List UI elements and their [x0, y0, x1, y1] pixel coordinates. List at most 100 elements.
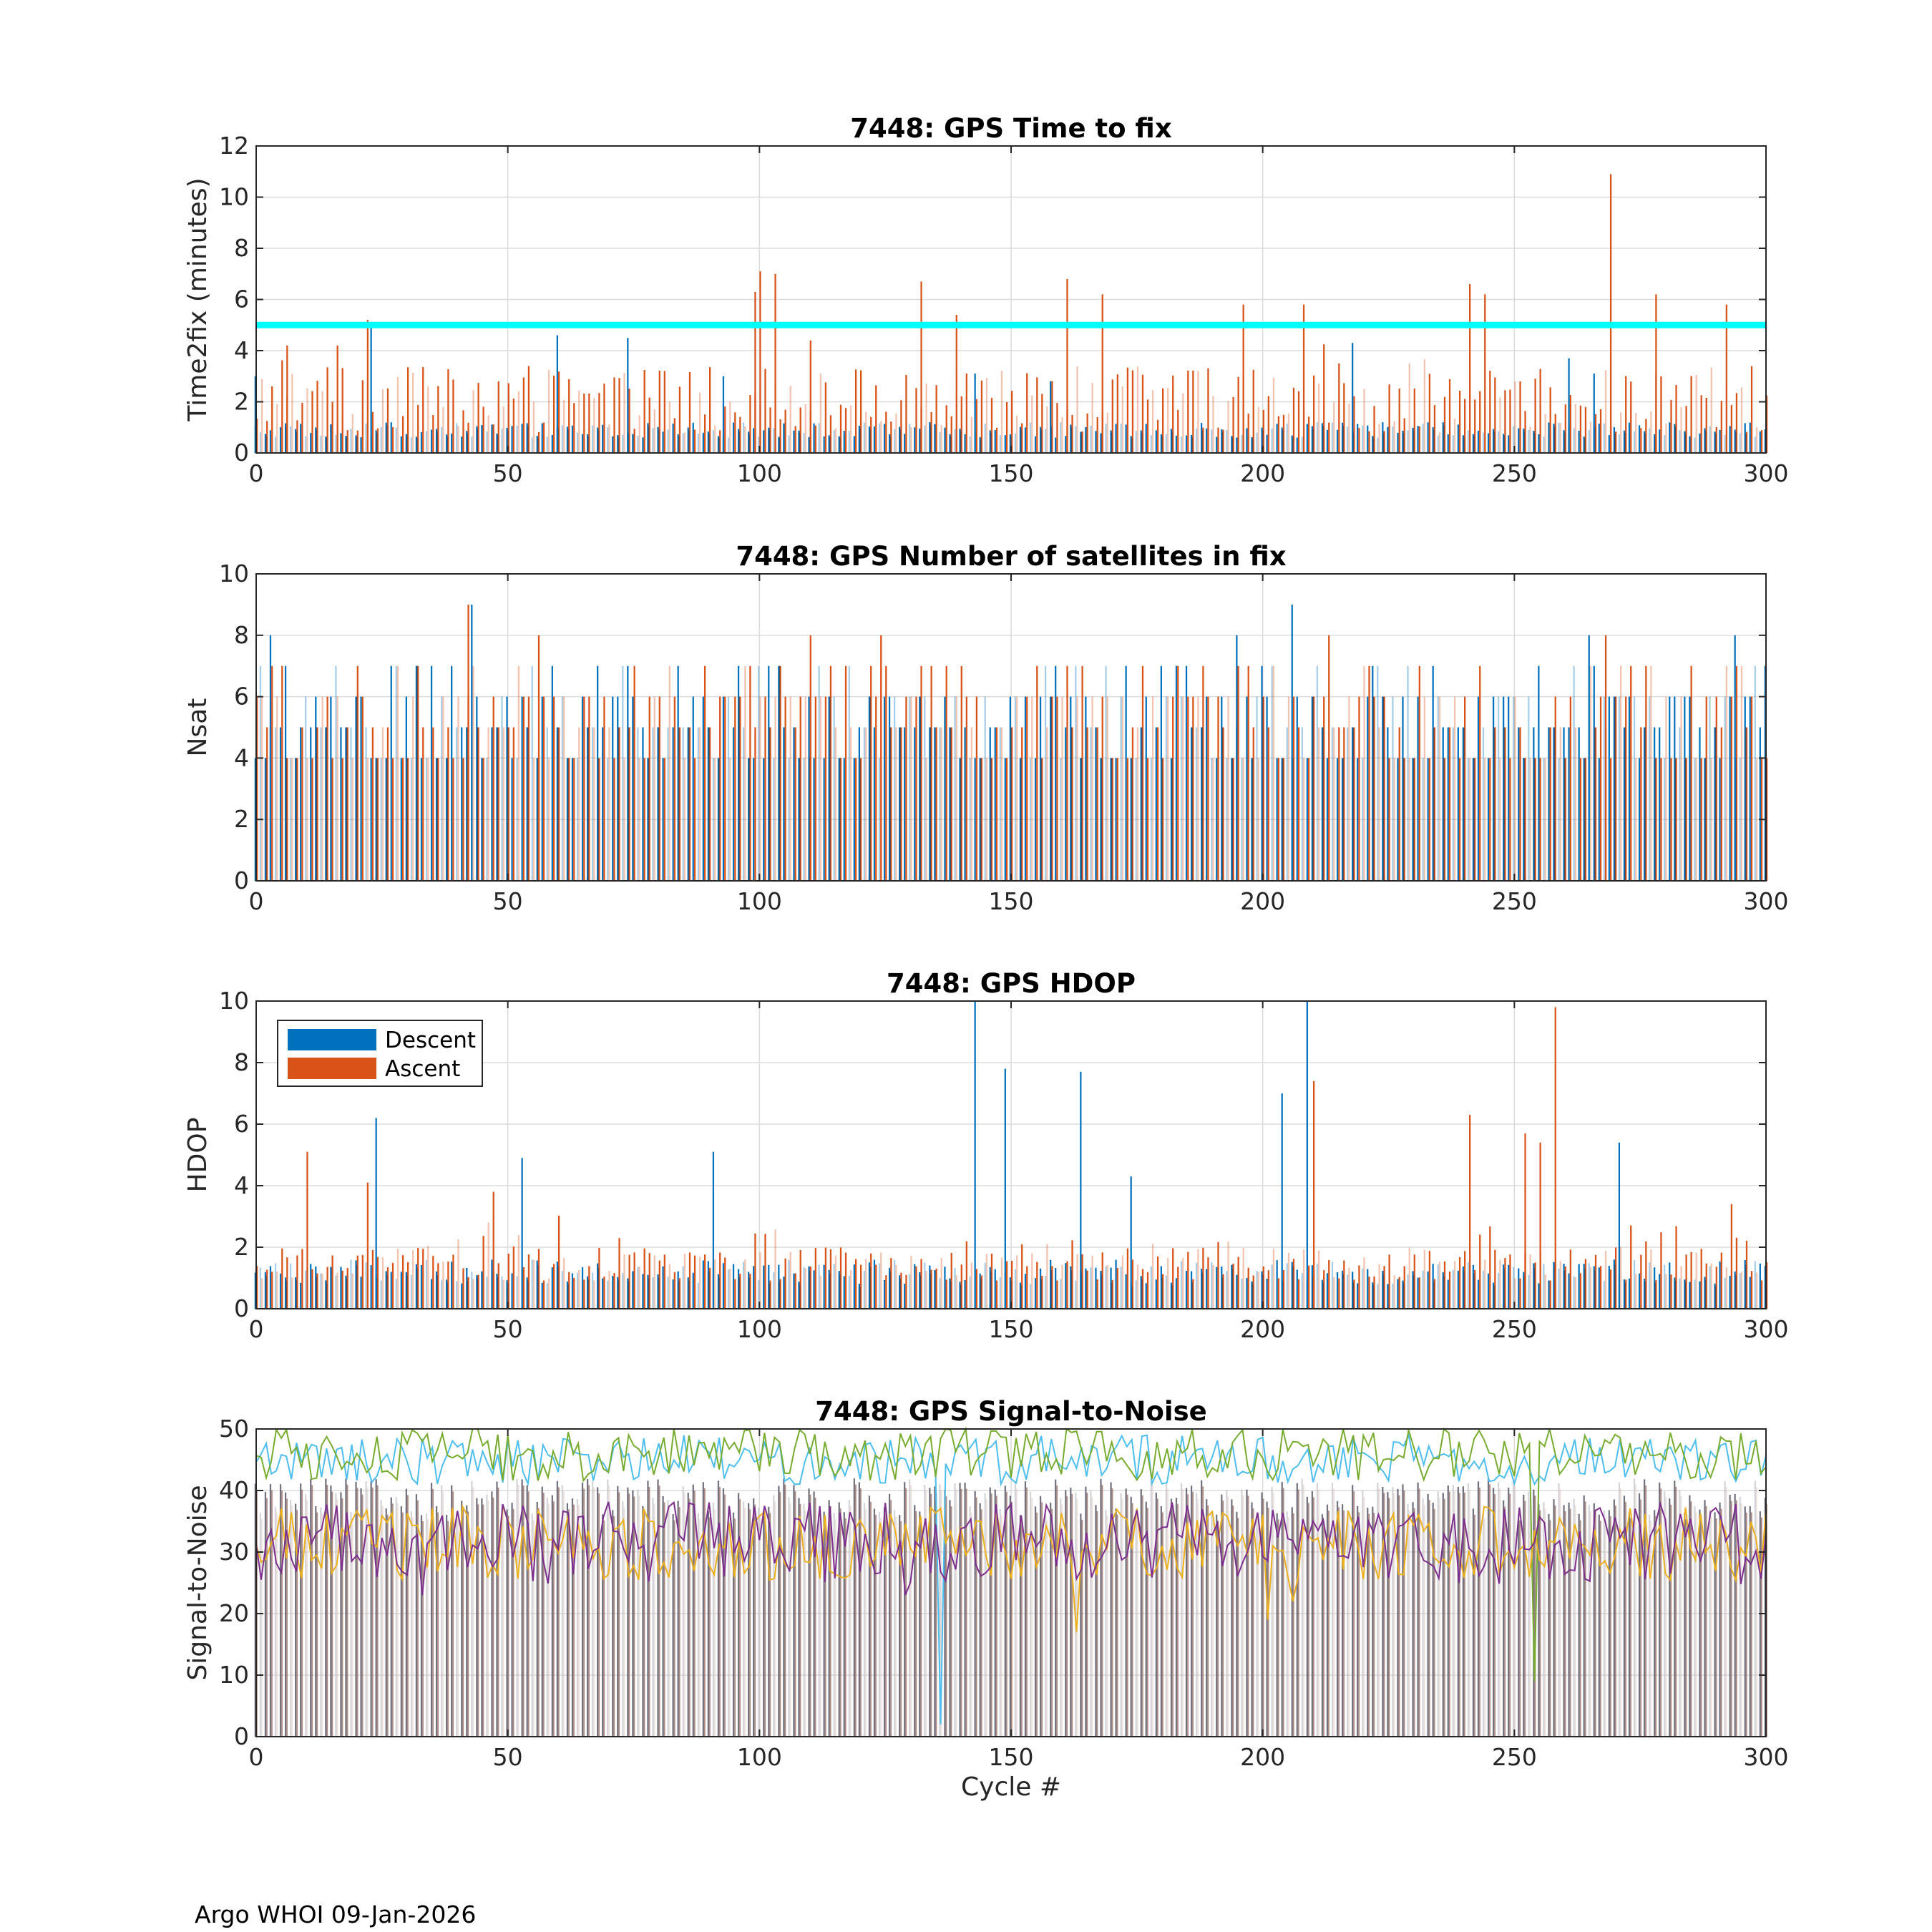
- descent-bar: [1055, 437, 1057, 453]
- ascent-bar: [1423, 1249, 1425, 1309]
- overlap-bar: [537, 437, 539, 453]
- ascent-bar: [774, 1229, 776, 1309]
- ascent-bar: [422, 727, 424, 881]
- ascent-bar: [844, 408, 847, 453]
- ascent-bar: [839, 758, 842, 881]
- descent-bar: [496, 727, 498, 881]
- ascent-bar: [1579, 405, 1582, 453]
- snr-background-bar: [420, 1515, 423, 1737]
- descent-bar: [300, 424, 302, 453]
- overlap-bar: [346, 1279, 348, 1309]
- snr-background-bar: [1700, 1516, 1702, 1737]
- ascent-bar: [1680, 406, 1682, 453]
- snr-background-bar: [542, 1493, 545, 1737]
- ascent-bar: [1252, 369, 1254, 453]
- descent-bar: [1341, 422, 1344, 453]
- snr-background-bar: [1558, 1483, 1560, 1737]
- descent-bar: [1261, 665, 1263, 881]
- descent-bar: [778, 665, 780, 881]
- snr-background-bar: [588, 1485, 590, 1737]
- descent-bar: [1125, 424, 1127, 453]
- snr-background-bar: [703, 1488, 706, 1737]
- descent-bar: [486, 758, 488, 881]
- descent-bar: [1452, 1269, 1454, 1309]
- ascent-bar: [734, 412, 736, 453]
- descent-bar: [1503, 1264, 1505, 1309]
- descent-bar: [1185, 435, 1188, 453]
- ascent-bar: [1358, 428, 1360, 453]
- ascent-bar: [1745, 727, 1748, 881]
- ascent-bar: [1710, 1263, 1712, 1309]
- snr-background-bar: [1583, 1495, 1585, 1737]
- y-tick-label: 0: [234, 867, 249, 894]
- overlap-bar: [326, 438, 328, 453]
- descent-bar: [803, 758, 805, 881]
- snr-background-bar: [1348, 1516, 1350, 1737]
- snr-background-bar: [875, 1515, 877, 1737]
- ascent-bar: [552, 376, 555, 453]
- snr-background-bar: [1090, 1491, 1092, 1737]
- descent-bar: [1588, 1263, 1590, 1309]
- descent-bar: [1643, 727, 1646, 881]
- descent-bar: [586, 727, 589, 881]
- ascent-bar: [1504, 1258, 1506, 1309]
- descent-bar: [1487, 433, 1490, 453]
- ascent-spike-bar: [1725, 304, 1727, 453]
- descent-bar: [707, 431, 709, 453]
- descent-bar: [511, 758, 513, 881]
- descent-bar: [1271, 665, 1273, 881]
- overlap-bar: [1262, 430, 1264, 453]
- snr-background-bar: [1432, 1503, 1434, 1737]
- ascent-bar: [990, 1253, 993, 1309]
- ascent-bar: [306, 758, 308, 881]
- ascent-bar: [1604, 1250, 1607, 1309]
- ascent-bar: [341, 368, 343, 453]
- ascent-bar: [1363, 389, 1365, 453]
- descent-bar: [284, 423, 287, 453]
- overlap-bar: [1704, 758, 1707, 881]
- ascent-bar: [1358, 696, 1360, 881]
- snr-background-bar: [511, 1503, 513, 1737]
- descent-bar: [1085, 426, 1087, 453]
- ascent-bar: [1076, 696, 1078, 881]
- ascent-bar: [547, 758, 550, 881]
- ascent-bar: [341, 758, 343, 881]
- ascent-bar: [1272, 1249, 1274, 1309]
- ascent-bar: [1383, 1266, 1385, 1309]
- descent-bar: [1357, 1283, 1359, 1309]
- x-tick-label: 200: [1240, 459, 1285, 487]
- descent-bar: [1603, 1281, 1605, 1309]
- descent-bar: [702, 696, 704, 881]
- ascent-bar: [331, 401, 333, 453]
- ascent-bar: [1338, 1278, 1340, 1309]
- descent-bar: [697, 727, 699, 881]
- ascent-bar: [386, 1267, 389, 1309]
- ascent-bar: [1665, 423, 1667, 453]
- snr-background-bar: [744, 1508, 746, 1737]
- ascent-bar: [965, 1241, 967, 1309]
- descent-bar: [888, 434, 891, 453]
- descent-bar: [1226, 758, 1228, 881]
- descent-bar: [486, 1277, 488, 1309]
- overlap-bar: [889, 1272, 891, 1309]
- snr-background-bar: [1650, 1521, 1652, 1737]
- ascent-bar: [925, 1270, 927, 1309]
- ascent-bar: [643, 370, 645, 453]
- descent-bar: [964, 1279, 966, 1309]
- ascent-bar: [1529, 758, 1531, 881]
- descent-bar: [1372, 436, 1374, 453]
- descent-bar: [1060, 758, 1062, 881]
- descent-bar: [461, 436, 463, 453]
- snr-background-bar: [527, 1491, 530, 1737]
- overlap-bar: [1352, 1282, 1354, 1309]
- overlap-bar: [1191, 1282, 1193, 1309]
- descent-bar: [1659, 1274, 1661, 1309]
- snr-background-bar: [581, 1483, 584, 1737]
- ascent-bar: [351, 758, 353, 881]
- snr-background-bar: [1014, 1482, 1017, 1737]
- descent-bar: [521, 424, 523, 453]
- snr-background-bar: [702, 1482, 704, 1737]
- y-tick-label: 4: [234, 743, 249, 771]
- descent-bar: [622, 665, 624, 881]
- ascent-bar: [281, 665, 283, 881]
